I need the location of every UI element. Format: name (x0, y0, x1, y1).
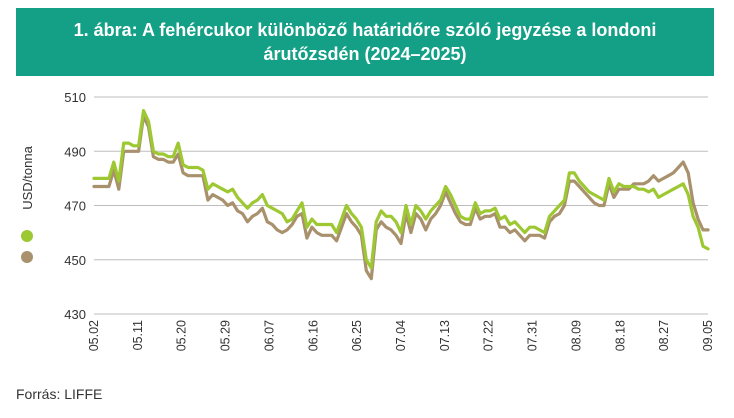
y-tick-label: 450 (64, 253, 86, 268)
y-axis-label: USD/tonna (20, 145, 35, 209)
grid-lines (94, 96, 708, 315)
y-tick-label: 430 (64, 307, 86, 322)
series-group (92, 108, 710, 281)
x-tick-label: 06.07 (262, 320, 276, 351)
x-axis-ticks: 05.02 05.11 05.20 05.29 06.07 06.16 06.25 07.04… (87, 320, 715, 351)
chart-title-bar: 1. ábra: A fehércukor különböző határidő… (16, 8, 714, 76)
line-chart: 510 490 470 450 430 05.02 05.11 05.20 05.29 06.0… (20, 90, 715, 351)
source-note: Forrás: LIFFE (16, 386, 103, 402)
x-tick-label: 05.02 (87, 320, 101, 351)
legend (21, 230, 33, 263)
x-tick-label: 06.25 (350, 320, 364, 351)
y-axis-ticks: 510 490 470 450 430 (64, 90, 86, 322)
chart-title-line-1: 1. ábra: A fehércukor különböző határidő… (73, 20, 657, 40)
chart-title-line-2: árutőzsdén (2024–2025) (263, 44, 467, 64)
legend-marker-series-1 (21, 230, 33, 242)
y-tick-label: 510 (64, 90, 86, 105)
x-tick-label: 06.16 (306, 320, 320, 351)
x-tick-label: 08.18 (613, 320, 627, 351)
y-tick-label: 490 (64, 144, 86, 159)
x-tick-label: 08.27 (657, 320, 671, 351)
x-tick-label: 07.22 (482, 320, 496, 351)
x-tick-label: 07.13 (438, 320, 452, 351)
x-tick-label: 08.09 (569, 320, 583, 351)
y-tick-label: 470 (64, 199, 86, 214)
x-tick-label: 05.11 (131, 320, 145, 350)
x-tick-label: 09.05 (701, 320, 715, 351)
x-tick-label: 07.04 (394, 320, 408, 351)
series-line-2 (92, 114, 710, 281)
x-tick-label: 05.29 (219, 320, 233, 351)
x-tick-label: 07.31 (526, 320, 540, 351)
legend-marker-series-2 (21, 251, 33, 263)
x-tick-label: 05.20 (175, 320, 189, 351)
series-line-1 (92, 108, 710, 270)
